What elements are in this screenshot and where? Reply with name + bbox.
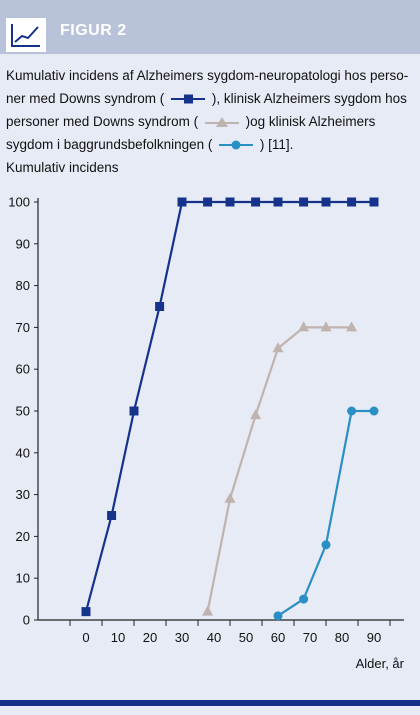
chart-icon xyxy=(6,18,46,52)
series-1-point xyxy=(251,197,261,207)
series-1-point xyxy=(107,511,117,520)
y-tick-label: 30 xyxy=(16,487,30,502)
figure-caption: Kumulativ incidens af Alzheimers sygdom-… xyxy=(6,64,412,156)
legend-swatch-square xyxy=(171,94,206,104)
series-1-point xyxy=(321,197,331,207)
x-tick-label: 30 xyxy=(175,630,189,645)
legend-swatch-circle xyxy=(219,140,254,150)
x-tick-label: 50 xyxy=(239,630,253,645)
figure-header-band xyxy=(0,0,420,54)
series-2-point xyxy=(202,605,214,616)
legend-swatch-triangle xyxy=(204,117,239,128)
x-tick-label: 0 xyxy=(82,630,89,645)
series-2-point xyxy=(346,321,358,332)
series-1-point xyxy=(129,406,139,416)
footer-rule xyxy=(0,700,420,706)
x-tick-label: 90 xyxy=(367,630,381,645)
x-tick-label: 70 xyxy=(303,630,317,645)
series-1-point xyxy=(369,197,379,207)
series-1-point xyxy=(273,197,283,207)
figure-label: FIGUR 2 xyxy=(60,22,127,39)
caption-part-1: Kumulativ incidens af Alzheimers sygdom-… xyxy=(6,68,409,106)
y-tick-label: 40 xyxy=(16,445,30,460)
series-3-point xyxy=(299,594,309,604)
y-axis-label: Kumulativ incidens xyxy=(6,160,119,175)
x-tick-label: 60 xyxy=(271,630,285,645)
x-axis-label: Alder, år xyxy=(356,656,405,671)
caption-part-2: ), klinisk Alzheimers sygdom hos persone… xyxy=(6,91,407,129)
series-3-point xyxy=(347,406,357,416)
series-1-point xyxy=(155,302,165,311)
y-tick-label: 80 xyxy=(16,278,30,293)
series-1-point xyxy=(81,607,91,617)
y-tick-label: 50 xyxy=(16,404,30,419)
series-2-point xyxy=(298,321,310,332)
x-tick-label: 80 xyxy=(335,630,349,645)
series-2-point xyxy=(250,409,262,420)
caption-part-4: ) [11]. xyxy=(259,137,294,152)
series-3-line xyxy=(277,409,374,617)
series-2-point xyxy=(224,492,236,503)
series-3-point xyxy=(321,540,331,550)
series-2-point xyxy=(320,321,332,332)
y-tick-label: 90 xyxy=(16,236,30,251)
y-tick-label: 10 xyxy=(16,571,30,586)
series-2-point xyxy=(272,342,284,353)
y-tick-label: 70 xyxy=(16,320,30,335)
x-tick-label: 20 xyxy=(143,630,157,645)
caption-part-3: )og klinisk Alzheimers sygdom i baggrund… xyxy=(6,114,376,152)
series-3-point xyxy=(273,611,283,621)
series-3-point xyxy=(369,406,379,416)
series-2-line xyxy=(206,326,352,612)
series-1-point xyxy=(203,197,213,207)
x-tick-label: 10 xyxy=(111,630,125,645)
series-1-point xyxy=(177,197,187,207)
y-tick-label: 60 xyxy=(16,362,30,377)
series-1-point xyxy=(347,197,357,207)
x-tick-label: 40 xyxy=(207,630,221,645)
series-1-point xyxy=(299,197,309,207)
series-1-point xyxy=(225,197,235,207)
y-tick-label: 100 xyxy=(8,195,30,210)
y-tick-label: 20 xyxy=(16,529,30,544)
series-1-line xyxy=(84,200,374,612)
line-chart: 0 10 20 30 40 50 60 70 80 90 100 0 10 20 30 40 50 60 70 80 9… xyxy=(8,195,405,672)
y-tick-label: 0 xyxy=(23,613,30,628)
